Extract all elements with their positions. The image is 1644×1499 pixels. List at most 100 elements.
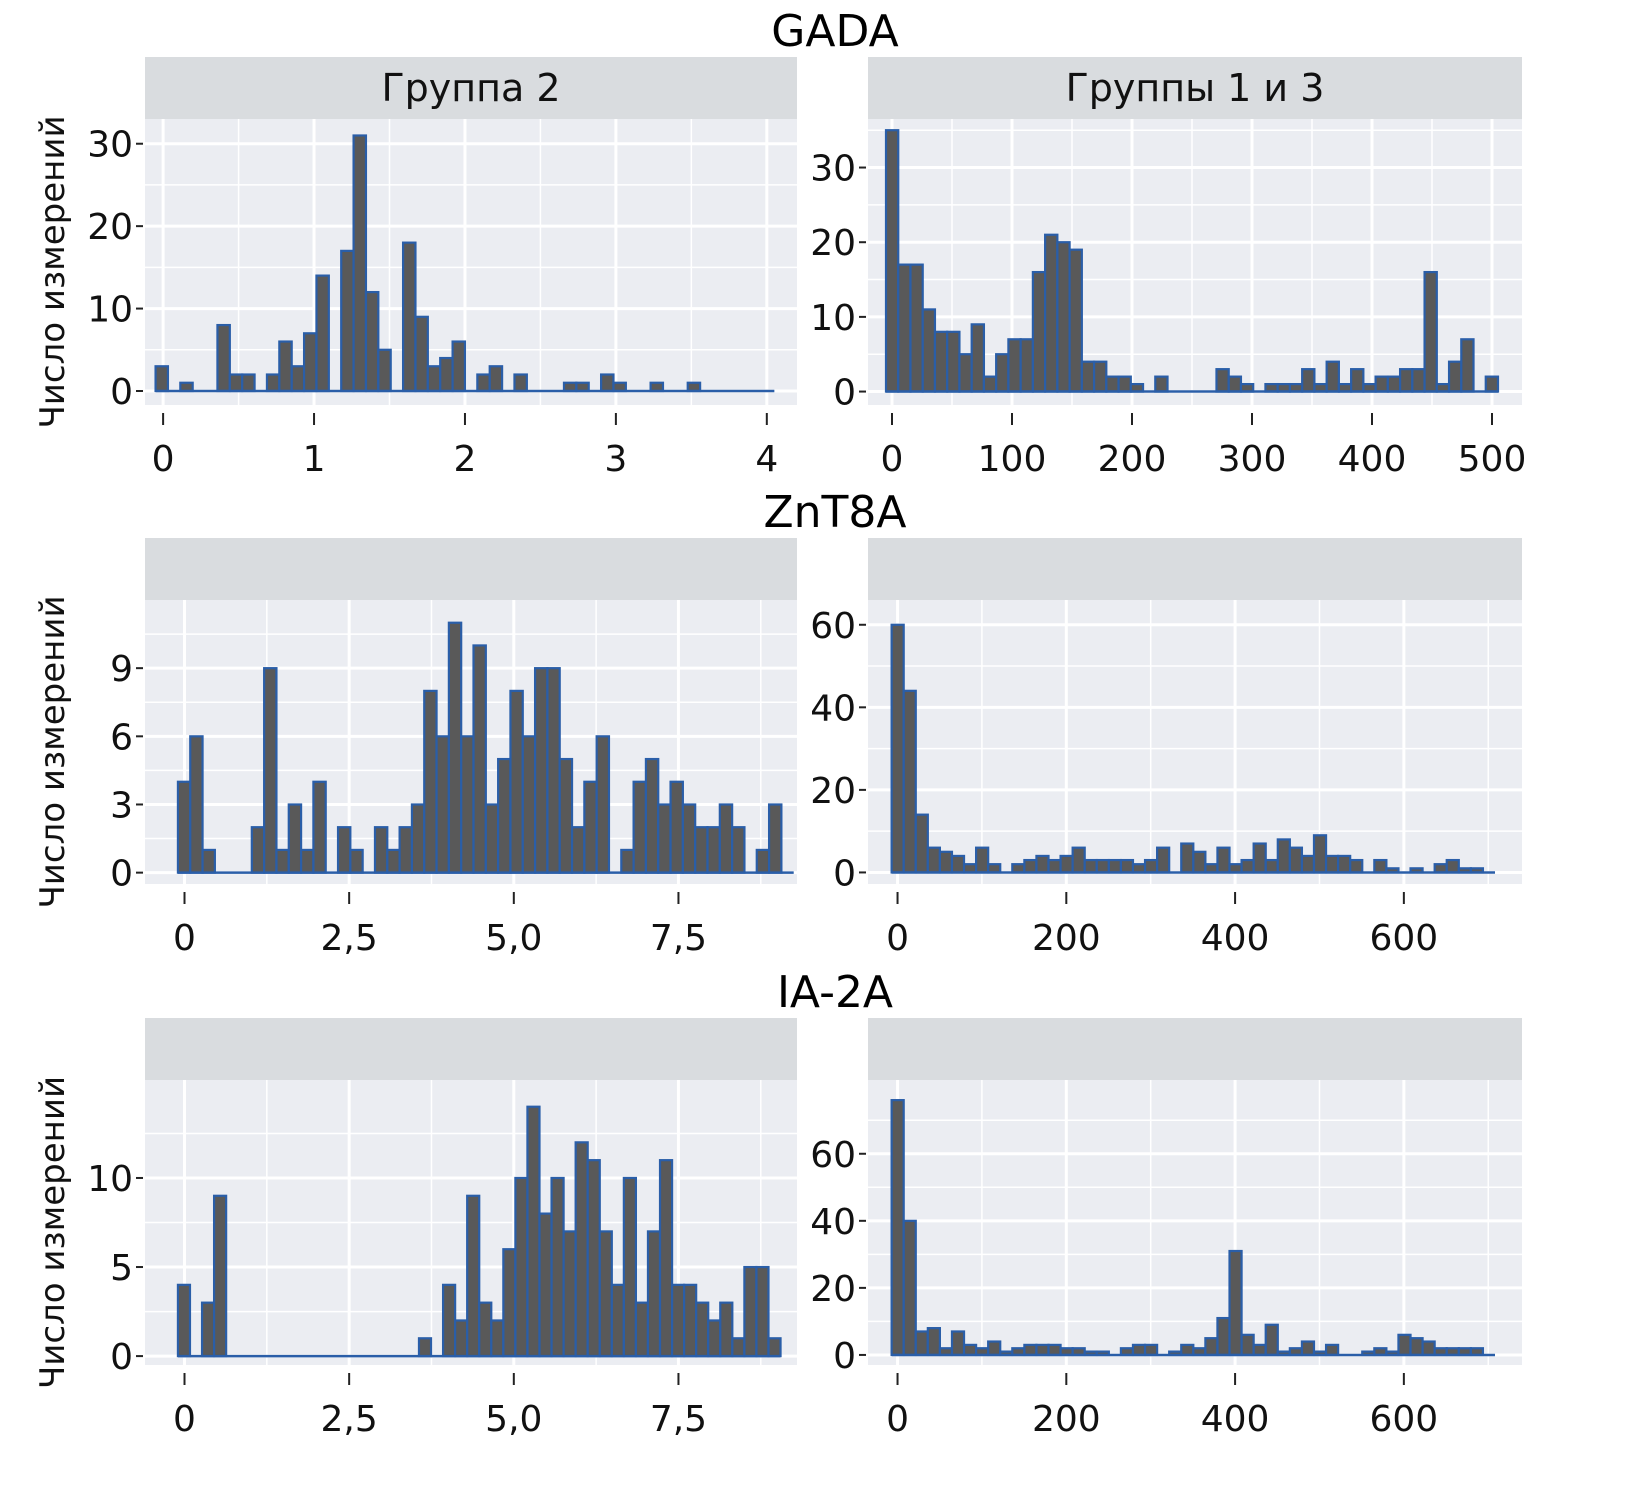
histogram-bar (1337, 854, 1352, 874)
histogram-bar (1119, 858, 1135, 874)
histogram-bar (526, 1105, 541, 1358)
histogram-bar (558, 757, 574, 874)
histogram-bar (377, 348, 392, 393)
y-tick-label: 60 (810, 606, 856, 647)
histogram-bar (514, 1176, 529, 1358)
y-tick-label: 0 (110, 1337, 133, 1378)
y-tick-label: 0 (833, 1336, 856, 1377)
histogram-bar (278, 340, 293, 393)
histogram-bar (694, 826, 709, 874)
x-tick-label: 0 (173, 918, 196, 959)
histogram-bar (1252, 1343, 1267, 1357)
histogram-bar (599, 373, 615, 393)
histogram-bar (550, 1176, 565, 1358)
histogram-panel: 0 200 400 600 0 20 40 60 (810, 1018, 1522, 1440)
facet-strip-label: Группа 2 (381, 66, 560, 110)
histogram-bar (902, 689, 917, 874)
y-tick-label: 30 (87, 125, 133, 166)
histogram-bar (1409, 1337, 1424, 1357)
histogram-bar (1373, 858, 1388, 874)
histogram-bar (719, 1301, 734, 1358)
histogram-bar (974, 846, 990, 874)
facet-strip-label: Группы 1 и 3 (1066, 66, 1325, 110)
y-tick-label: 20 (810, 223, 856, 264)
y-tick-label: 0 (110, 372, 133, 413)
histogram-bar (1092, 360, 1108, 393)
x-tick-label: 3 (604, 439, 627, 480)
section-title-ia2a: IA-2A (777, 967, 893, 1018)
y-tick-label: 60 (810, 1135, 856, 1176)
histogram-bar (1215, 368, 1230, 393)
histogram-bar (176, 780, 192, 874)
x-tick-label: 0 (152, 439, 175, 480)
histogram-bar (1056, 241, 1071, 393)
x-tick-label: 0 (173, 1399, 196, 1440)
y-axis-label: Число измерений (33, 595, 73, 908)
histogram-bar (743, 1265, 758, 1358)
histogram-bar (1192, 850, 1207, 874)
histogram-bar (1083, 858, 1098, 874)
histogram-bar (200, 1301, 216, 1358)
plot-panel (868, 1080, 1522, 1365)
y-tick-label: 30 (810, 149, 856, 190)
histogram-bar (1216, 1316, 1231, 1357)
histogram-bar (441, 1283, 457, 1358)
histogram-bar (340, 249, 355, 393)
histogram-bar (767, 803, 783, 874)
histogram-bar (538, 1212, 553, 1358)
histogram-bar (1300, 854, 1316, 874)
histogram-bar (302, 332, 318, 393)
y-tick-label: 9 (110, 649, 133, 690)
x-tick-label: 500 (1458, 439, 1527, 480)
histogram-bar (731, 1337, 746, 1358)
histogram-bar (1228, 1249, 1243, 1357)
histogram-bar (513, 373, 528, 393)
histogram-bar (1204, 1337, 1219, 1357)
histogram-bar (670, 1283, 686, 1358)
x-tick-label: 2 (454, 439, 477, 480)
histogram-bar (950, 854, 966, 874)
histogram-bar (1349, 858, 1364, 874)
histogram-bar (386, 848, 401, 874)
facet-strip (868, 538, 1522, 600)
histogram-bar (644, 757, 660, 874)
y-tick-label: 0 (110, 854, 133, 895)
histogram-bar (435, 735, 450, 874)
histogram-bar (683, 1283, 698, 1358)
histogram-bar (1240, 858, 1255, 874)
histogram-bar (1288, 846, 1304, 874)
histogram-bar (546, 667, 561, 874)
histogram-bar (1007, 338, 1022, 393)
histogram-bar (1044, 233, 1059, 393)
x-tick-label: 600 (1369, 918, 1438, 959)
x-tick-label: 200 (1032, 1399, 1101, 1440)
x-tick-label: 1 (303, 439, 326, 480)
histogram-bar (1411, 368, 1426, 393)
histogram-bar (352, 134, 368, 393)
histogram-bar (933, 330, 949, 393)
histogram-bar (897, 263, 912, 393)
x-tick-label: 400 (1338, 439, 1407, 480)
plot-panel (868, 600, 1522, 884)
histogram-bar (669, 780, 684, 874)
histogram-bar (620, 848, 635, 874)
y-tick-label: 10 (87, 1159, 133, 1200)
facet-strip (145, 538, 797, 600)
histogram-bar (767, 1337, 782, 1358)
y-axis-label: Число измерений (33, 115, 73, 428)
histogram-bar (447, 621, 463, 874)
histogram-bar (921, 308, 937, 393)
histogram-bar (423, 689, 438, 874)
x-tick-label: 400 (1201, 918, 1270, 959)
histogram-bar (695, 1301, 710, 1358)
facet-strip (868, 1018, 1522, 1080)
histogram-bar (364, 290, 380, 393)
histogram-panel: 0 2,5 5,0 7,5 0 5 10 Число измерений (33, 1018, 797, 1440)
x-tick-label: 200 (1032, 918, 1101, 959)
histogram-bar (1035, 1343, 1050, 1357)
histogram-bar (299, 848, 315, 874)
histogram-bar (1180, 842, 1195, 874)
x-tick-label: 100 (978, 439, 1047, 480)
histogram-bar (1301, 368, 1316, 393)
histogram-panel: Группа 2 0 1 2 3 4 0 10 20 30 Число измерений (33, 57, 797, 480)
